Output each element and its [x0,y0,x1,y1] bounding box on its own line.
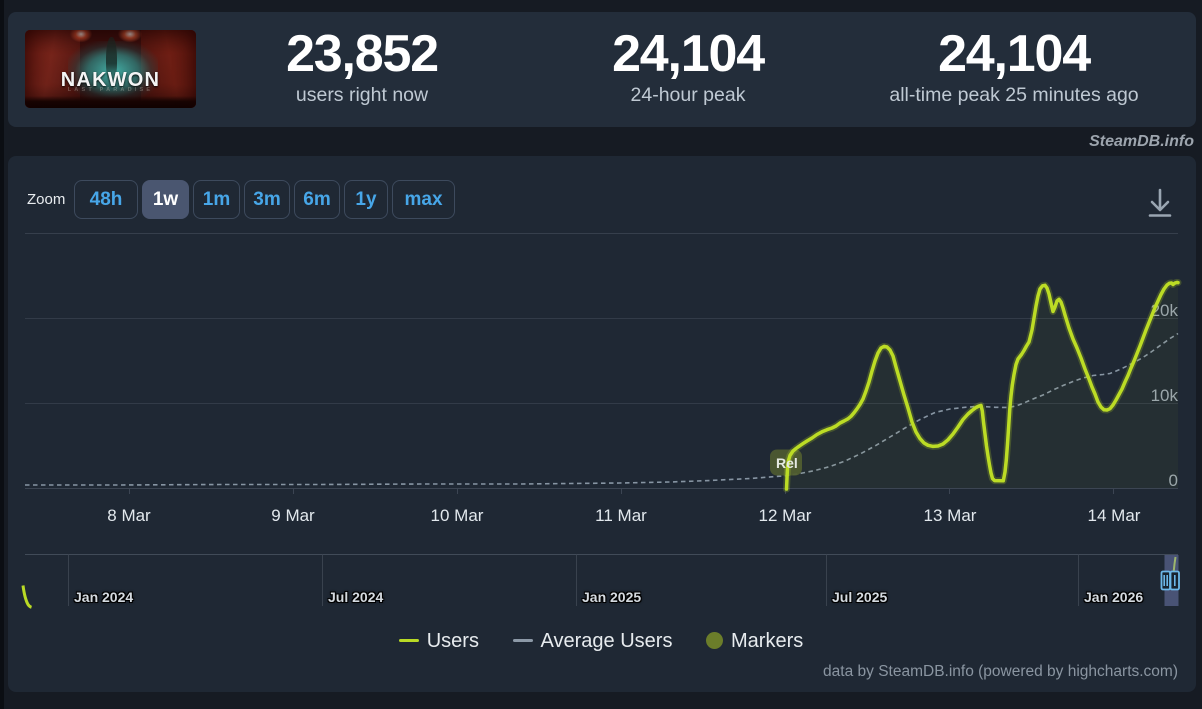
svg-text:Rel: Rel [776,455,798,471]
